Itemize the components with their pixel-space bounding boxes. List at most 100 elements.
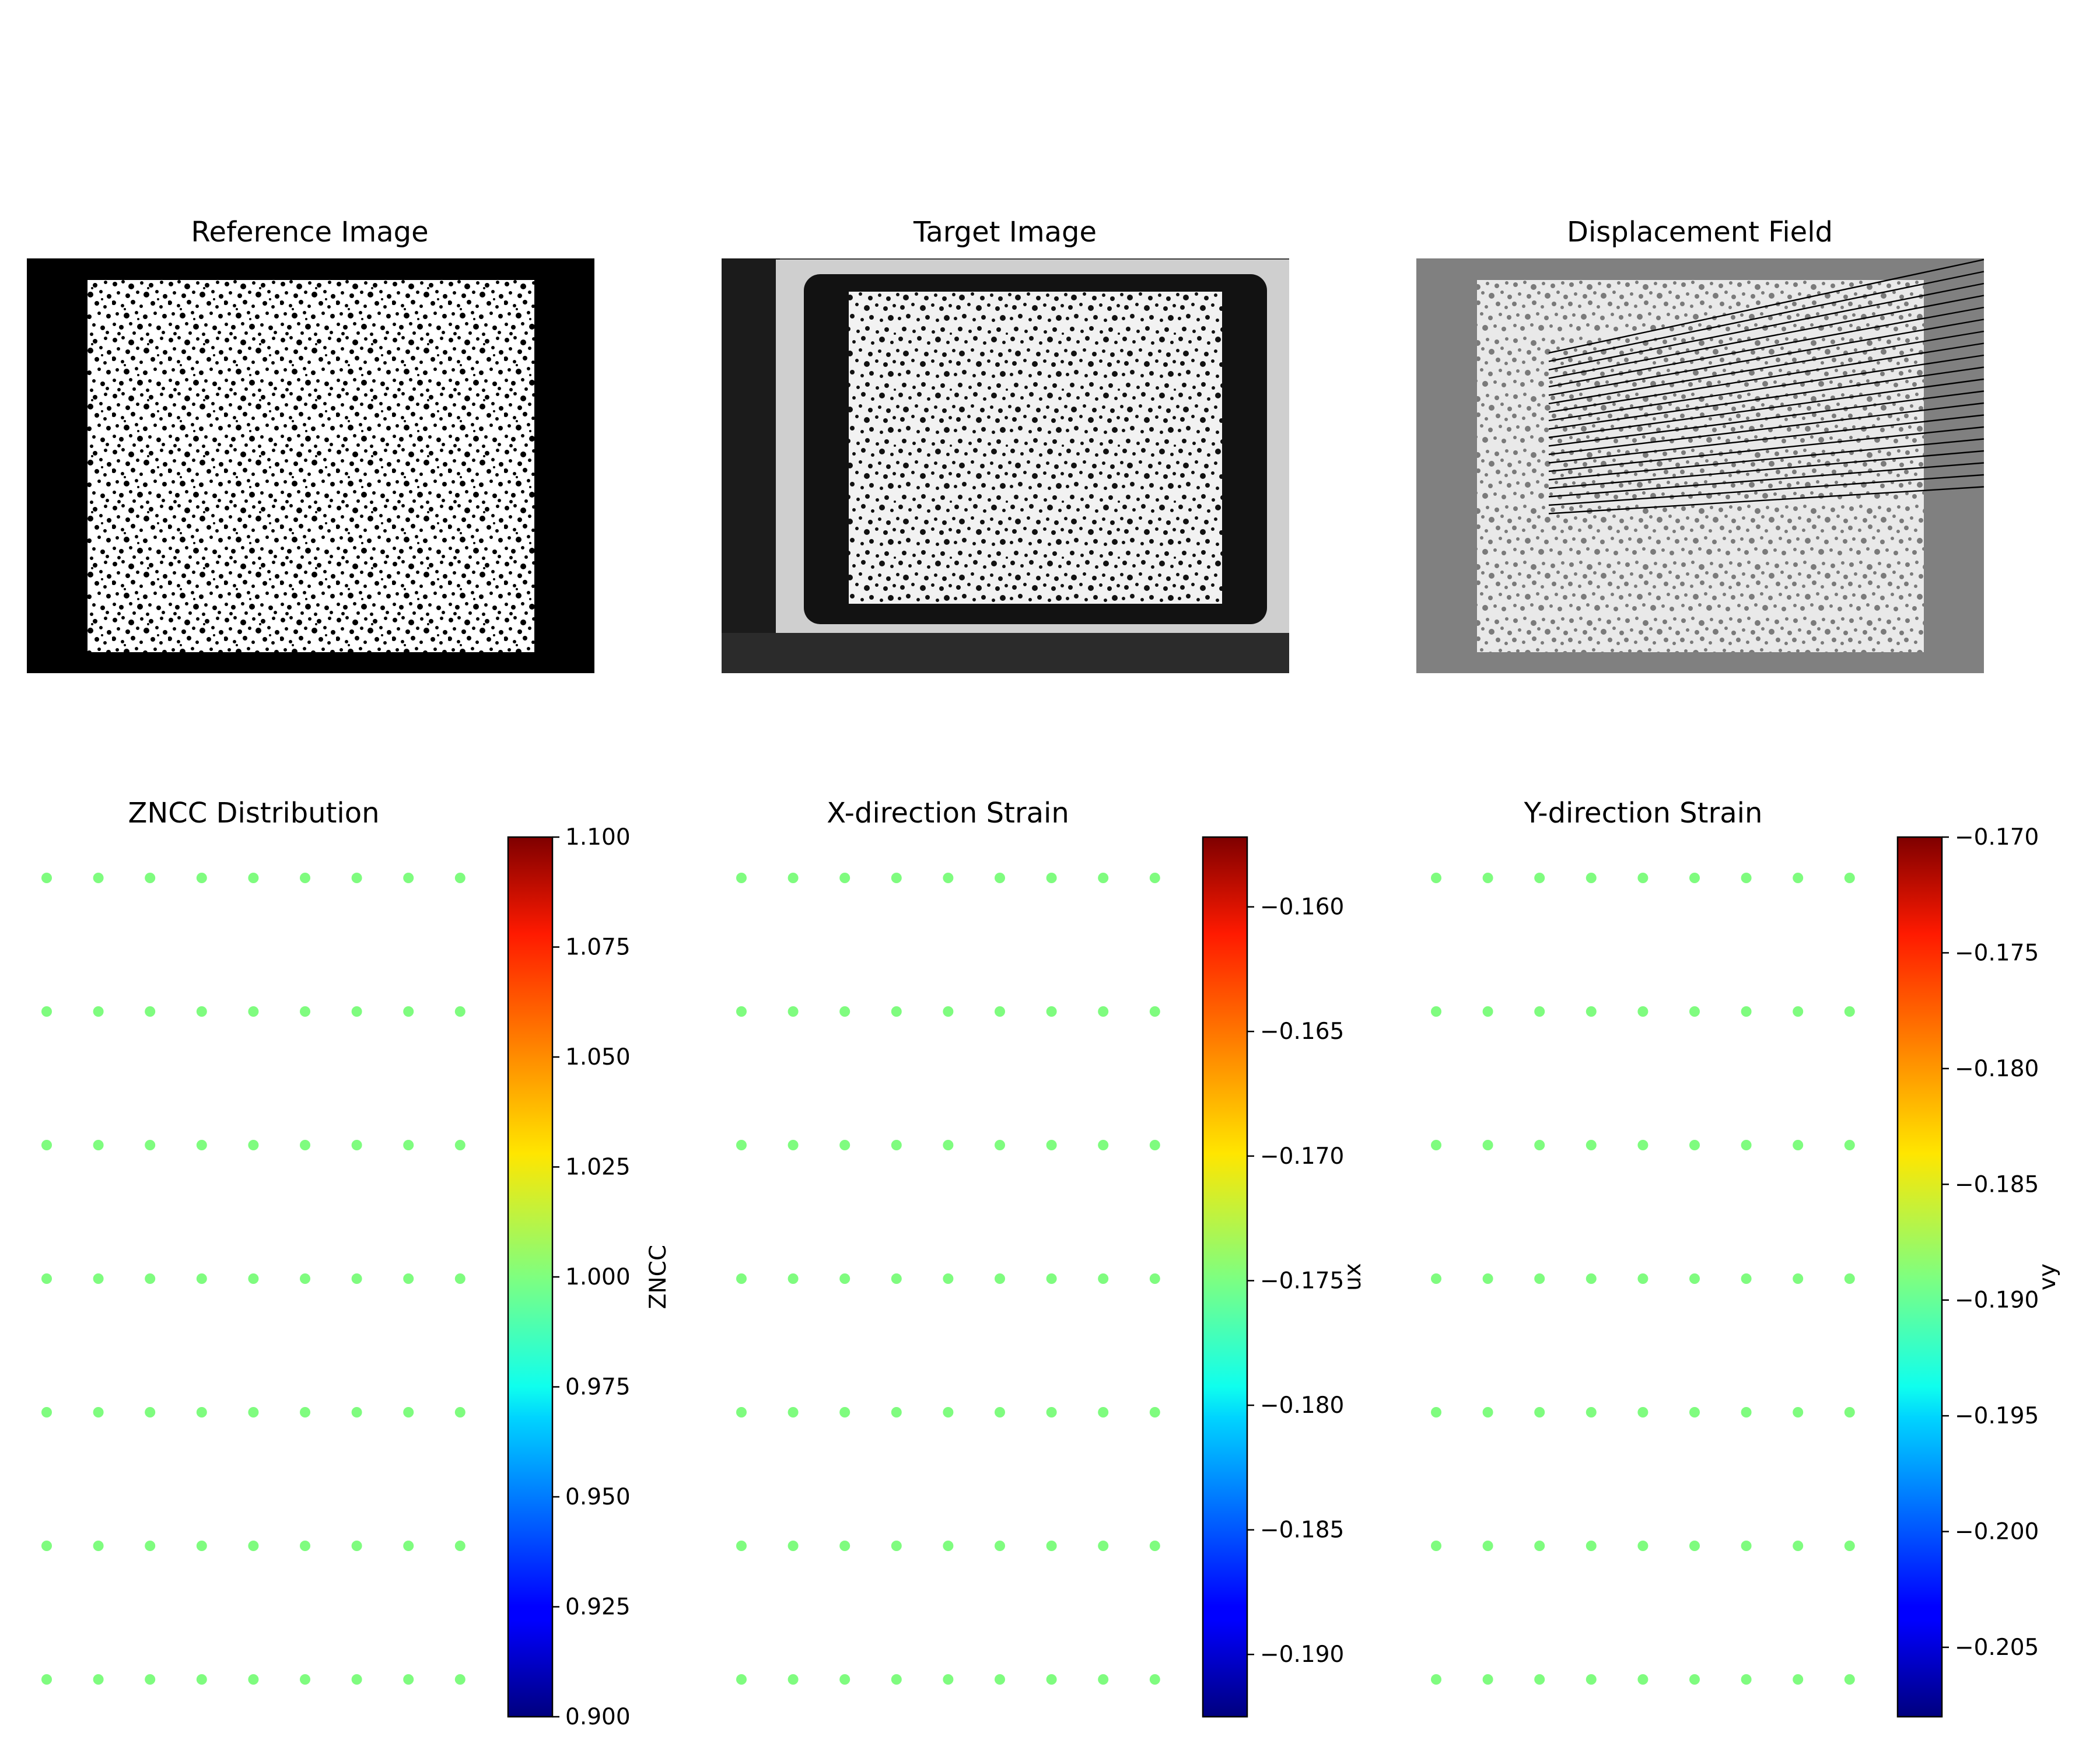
scatter-point [351,1273,362,1284]
scatter-point [248,873,259,883]
y-strain-colorbar: −0.170 −0.175 −0.180 −0.185 −0.190 −0.195 −0.2… [1896,824,2061,1718]
scatter-point [1431,873,1441,883]
scatter-point [196,1674,207,1685]
scatter-point [196,1541,207,1551]
scatter-point [454,1140,466,1150]
displacement-vector [1548,366,1985,430]
scatter-point [1534,1140,1545,1150]
displacement-vector [1548,486,1985,514]
scatter-point [403,1273,414,1284]
scatter-point [1149,1273,1160,1284]
colorbar-gradient [1896,836,1943,1718]
scatter-point [1741,1140,1752,1150]
scatter-point [300,1006,310,1017]
scatter-point [1689,873,1700,883]
colorbar-gradient [507,836,554,1718]
scatter-point [1046,1407,1057,1418]
scatter-point [1534,873,1545,883]
scatter-point [1586,1541,1597,1551]
zncc-distribution-panel: ZNCC Distribution 1.1001.0751.0501.0251.… [41,797,671,1730]
scatter-point [1534,1407,1545,1418]
x-strain-scatter-points [736,873,1160,1685]
scatter-point [41,1541,52,1551]
displacement-field-panel: Displacement Field [1416,216,1985,673]
displacement-vector [1548,318,1985,396]
colorbar-tick-label: −0.175 [1260,1268,1344,1294]
colorbar-label: ZNCC [645,1245,671,1309]
reference-image-title: Reference Image [191,216,428,249]
y-strain-scatter-points [1431,873,1855,1685]
scatter-point [1689,1674,1700,1685]
scatter-point [403,1006,414,1017]
scatter-point [788,1407,799,1418]
scatter-point [196,873,207,883]
scatter-point [93,1407,104,1418]
colorbar-tick-label: 1.100 [565,824,631,850]
colorbar-tick-label: −0.190 [1955,1287,2039,1314]
displacement-vector [1548,438,1985,481]
scatter-point [454,1541,466,1551]
scatter-point [41,1006,52,1017]
displacement-vector [1548,342,1985,413]
scatter-point [196,1273,207,1284]
scatter-point [943,1407,954,1418]
colorbar-tick-label: 0.925 [565,1594,631,1620]
scatter-point [1149,1140,1160,1150]
y-strain-title: Y-direction Strain [1524,797,1763,830]
scatter-point [788,1006,799,1017]
scatter-point [1149,1407,1160,1418]
displacement-vectors [1548,258,1985,514]
scatter-point [454,1273,466,1284]
scatter-point [1637,873,1648,883]
scatter-point [93,1674,104,1685]
scatter-point [891,873,902,883]
colorbar-tick-label: 1.075 [565,935,631,961]
scatter-point [248,1273,259,1284]
scatter-point [1844,1674,1855,1685]
scatter-point [351,1140,362,1150]
scatter-point [93,1541,104,1551]
scatter-point [736,1140,747,1150]
colorbar-tick-label: 1.000 [565,1264,631,1290]
scatter-point [403,1674,414,1685]
colorbar-tick-label: −0.190 [1260,1642,1344,1668]
scatter-point [1482,1273,1493,1284]
scatter-point [145,1273,156,1284]
scatter-point [248,1541,259,1551]
zncc-colorbar: 1.100 1.075 1.050 1.025 1.000 0.975 0.950 0.925… [507,824,671,1730]
x-strain-title: X-direction Strain [827,797,1069,830]
target-table-bottom [722,633,1289,673]
scatter-point [1046,1006,1057,1017]
scatter-point [1586,1674,1597,1685]
scatter-point [1844,1407,1855,1418]
scatter-point [736,1273,747,1284]
colorbar-tick-label: −0.170 [1955,824,2039,850]
scatter-point [1534,1674,1545,1685]
displacement-vector [1548,354,1985,422]
scatter-point [248,1407,259,1418]
target-image-title: Target Image [913,216,1097,249]
scatter-point [351,1674,362,1685]
colorbar-tick-label: −0.160 [1260,894,1344,921]
scatter-point [1431,1674,1441,1685]
scatter-point [1637,1140,1648,1150]
scatter-point [351,873,362,883]
target-speckle-area [849,292,1222,604]
scatter-point [1431,1140,1441,1150]
colorbar-tick-label: −0.195 [1955,1403,2039,1429]
scatter-point [943,1140,954,1150]
displacement-vector [1548,258,1985,354]
scatter-point [403,1541,414,1551]
scatter-point [1844,1006,1855,1017]
displacement-field-title: Displacement Field [1567,216,1833,249]
x-strain-colorbar: −0.160 −0.165 −0.170 −0.175 −0.180 −0.185 −0.1… [1202,836,1366,1718]
scatter-point [736,1674,747,1685]
scatter-point [995,1674,1005,1685]
scatter-point [196,1140,207,1150]
scatter-point [1534,1273,1545,1284]
scatter-point [891,1273,902,1284]
scatter-point [1844,873,1855,883]
scatter-point [839,1674,850,1685]
scatter-point [1046,1541,1057,1551]
scatter-point [839,1407,850,1418]
